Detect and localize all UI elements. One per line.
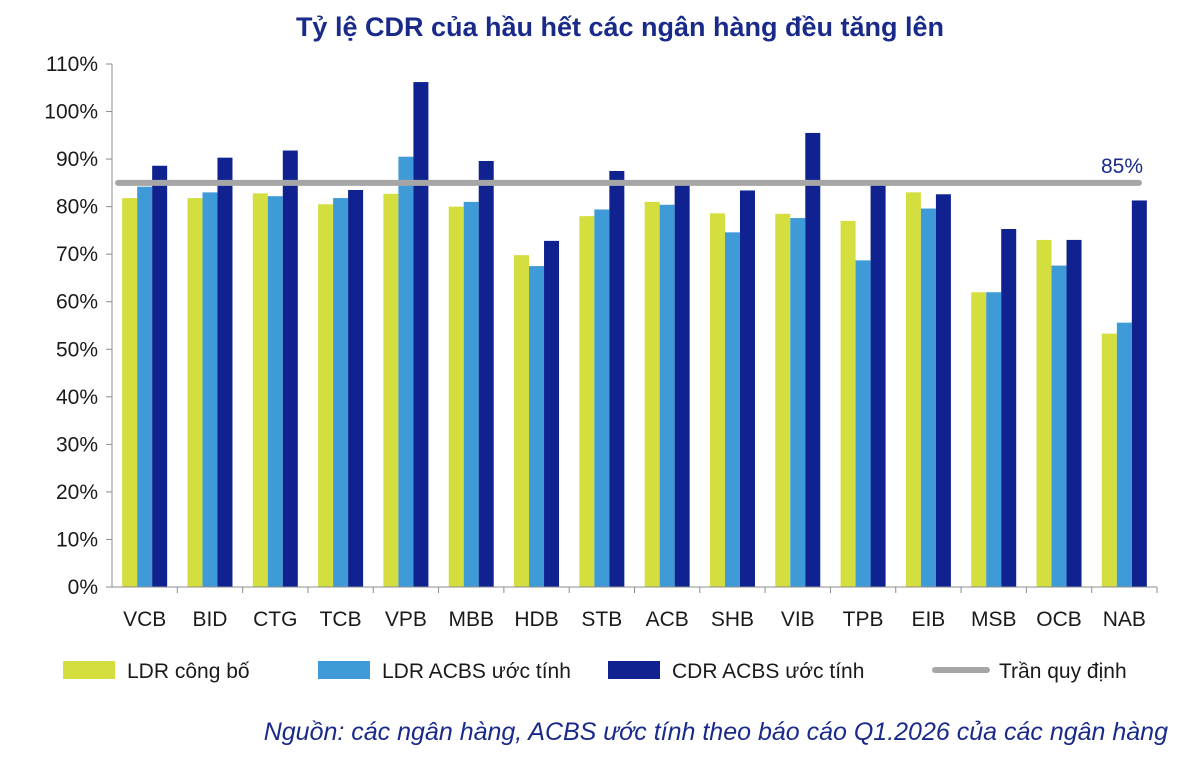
x-tick-label: OCB: [1036, 608, 1082, 631]
y-tick-label: 70%: [56, 243, 98, 266]
bar: [282, 150, 298, 588]
chart-title: Tỷ lệ CDR của hầu hết các ngân hàng đều …: [295, 12, 945, 42]
x-tick-label: BID: [192, 608, 227, 631]
bar: [594, 209, 610, 588]
legend-swatch: [608, 661, 660, 679]
y-tick-label: 10%: [56, 528, 98, 551]
bar: [659, 204, 675, 587]
y-tick-label: 100%: [44, 101, 98, 124]
bar: [579, 216, 595, 588]
bar: [544, 240, 560, 588]
y-tick-label: 60%: [56, 291, 98, 314]
x-tick-label: MSB: [971, 608, 1017, 631]
x-tick-label: MBB: [448, 608, 494, 631]
y-tick-label: 80%: [56, 196, 98, 219]
bar: [986, 292, 1002, 587]
x-tick-label: SHB: [711, 608, 754, 631]
bar: [1101, 333, 1117, 587]
bar: [1036, 239, 1052, 587]
bar: [202, 192, 218, 587]
x-tick-label: STB: [581, 608, 622, 631]
legend-swatch: [318, 661, 370, 679]
bar: [739, 190, 755, 588]
x-axis: VCB BID CTG TCB VPB MBB HDB STB ACB SHB VIB TPB EIB M…: [112, 586, 1158, 631]
bar: [1131, 200, 1147, 588]
bar: [840, 220, 856, 587]
bar: [935, 194, 951, 588]
x-tick-label: TCB: [320, 608, 362, 631]
x-tick-label: TPB: [843, 608, 884, 631]
x-tick-label: EIB: [911, 608, 945, 631]
bar: [413, 82, 429, 588]
bar: [383, 193, 399, 588]
y-tick-label: 50%: [56, 338, 98, 361]
bar: [775, 213, 791, 587]
x-tick-label: VCB: [123, 608, 166, 631]
reference-line-label: 85%: [1101, 155, 1143, 178]
legend-label: Trần quy định: [999, 660, 1127, 683]
bars: [122, 82, 1147, 588]
bar: [1001, 228, 1017, 587]
x-tick-label: VIB: [781, 608, 815, 631]
y-axis: 0% 10% 20% 30% 40% 50% 60% 70% 80% 90% 100% 110%: [44, 53, 113, 599]
x-tick-label: CTG: [253, 608, 297, 631]
bar: [870, 182, 886, 587]
bar: [252, 193, 268, 587]
bar: [478, 160, 494, 587]
bar: [187, 198, 203, 587]
reference-line-group: 85%: [115, 155, 1143, 186]
y-tick-label: 0%: [68, 576, 98, 599]
y-tick-label: 20%: [56, 481, 98, 504]
y-tick-label: 40%: [56, 386, 98, 409]
source-note: Nguồn: các ngân hàng, ACBS ước tính theo…: [263, 718, 1168, 746]
legend-label: LDR công bố: [127, 660, 250, 683]
x-tick-label: ACB: [646, 608, 689, 631]
bar: [724, 232, 740, 587]
bar: [971, 292, 987, 587]
bar: [1051, 265, 1067, 587]
x-tick-label: HDB: [514, 608, 558, 631]
legend-label: LDR ACBS ước tính: [382, 660, 571, 683]
bar: [318, 204, 334, 587]
bar: [1116, 322, 1132, 587]
bar: [267, 196, 283, 587]
bar: [855, 260, 871, 587]
bar: [217, 157, 233, 587]
bar: [805, 132, 821, 587]
bar: [529, 266, 545, 587]
bar: [644, 201, 660, 587]
legend: LDR công bố LDR ACBS ước tính CDR ACBS ước…: [63, 660, 1127, 683]
bar: [448, 206, 464, 588]
bar: [122, 198, 138, 587]
bar: [790, 218, 806, 587]
y-tick-label: 90%: [56, 148, 98, 171]
bar: [463, 201, 479, 587]
bar: [674, 182, 690, 587]
legend-label: CDR ACBS ước tính: [672, 660, 864, 683]
bar: [348, 189, 364, 587]
bar: [905, 192, 921, 587]
bar: [920, 208, 936, 587]
bar: [709, 213, 725, 587]
bar: [514, 255, 530, 587]
x-tick-label: VPB: [385, 608, 427, 631]
bar: [1066, 239, 1082, 587]
bar: [333, 198, 349, 587]
bar: [152, 165, 168, 588]
bar: [137, 186, 153, 587]
x-tick-label: NAB: [1103, 608, 1146, 631]
legend-swatch: [63, 661, 115, 679]
bar: [609, 170, 625, 587]
bar: [398, 156, 414, 588]
y-tick-label: 30%: [56, 433, 98, 456]
y-tick-label: 110%: [46, 53, 98, 76]
